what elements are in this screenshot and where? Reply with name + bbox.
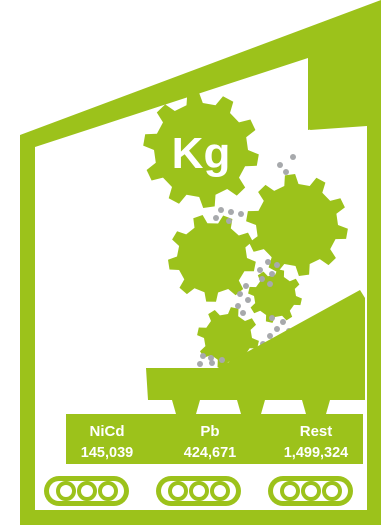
battery-pellet [267,333,273,339]
bin-name-rest: Rest [300,423,333,440]
hopper-leg-left [172,400,200,414]
battery-pellet [209,360,215,366]
bin-name-nicd: NiCd [90,423,125,440]
gear-icon-small [248,269,302,323]
unit-gear-label: Kg [172,129,231,178]
battery-pellet [283,169,289,175]
conveyor-belt-icon-rest [268,476,353,506]
battery-pellet [245,297,251,303]
conveyor-wheel [210,481,230,501]
battery-pellet [280,319,286,325]
conveyor-wheel [98,481,118,501]
bins-panel [66,414,363,464]
conveyor-belt-icon-nicd [44,476,129,506]
gear-group [143,92,348,369]
battery-pellet [200,353,206,359]
conveyor-wheel [77,481,97,501]
battery-pellet [257,267,263,273]
battery-pellet [226,218,232,224]
battery-pellet [243,283,249,289]
battery-pellet [269,315,275,321]
battery-pellet [277,162,283,168]
hopper-front [150,368,360,400]
conveyor-wheel [56,481,76,501]
roof-vent [310,36,367,130]
bin-value-nicd: 145,039 [81,445,133,461]
battery-pellet [240,310,246,316]
conveyor-group [44,476,353,506]
battery-pellet [269,271,275,277]
battery-pellet [274,326,280,332]
battery-pellet [237,291,243,297]
battery-pellet [213,215,219,221]
battery-pellet [219,357,225,363]
battery-pellet [265,259,271,265]
gear-icon-right [246,174,348,276]
battery-pellet [197,361,203,367]
battery-pellet [235,303,241,309]
hopper-leg-middle [237,400,265,414]
gear-icon-large [143,92,259,208]
battery-pellet [228,209,234,215]
battery-pellet [238,211,244,217]
battery-pellet [218,207,224,213]
battery-pellet [208,355,214,361]
bin-value-pb: 424,671 [184,445,236,461]
battery-pellet [274,262,280,268]
gear-icon-bottom [197,307,259,369]
conveyor-wheel [301,481,321,501]
bin-name-pb: Pb [200,423,219,440]
conveyor-wheel [322,481,342,501]
conveyor-wheel [168,481,188,501]
conveyor-wheel [280,481,300,501]
hopper-leg-right [302,400,330,414]
gear-icon-left [168,215,256,302]
conveyor-belt-icon-pb [156,476,241,506]
battery-pellet [290,154,296,160]
conveyor-wheel [189,481,209,501]
bin-value-rest: 1,499,324 [284,445,349,461]
battery-pellet [267,281,273,287]
battery-pellet [259,276,265,282]
